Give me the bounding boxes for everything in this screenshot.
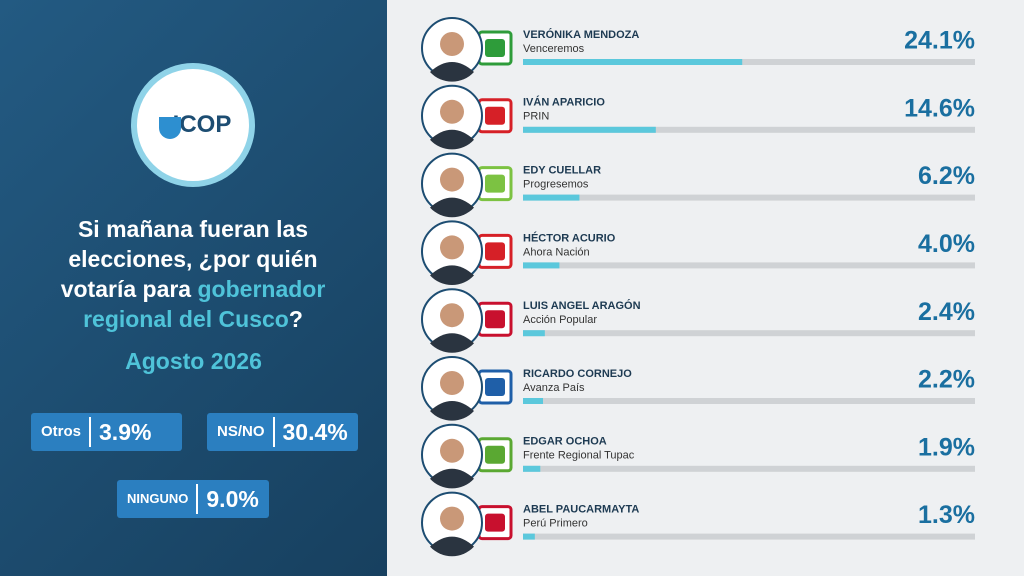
- summary-label: NS/NO: [207, 417, 275, 447]
- party-logo-mark: [485, 106, 505, 125]
- candidate-name: LUIS ANGEL ARAGÓN: [523, 299, 641, 312]
- party-name: Perú Primero: [523, 518, 588, 530]
- candidate-name: VERÓNIKA MENDOZA: [523, 28, 639, 41]
- left-panel: ICOP Si mañana fueran las elecciones, ¿p…: [0, 0, 387, 576]
- candidate-name: RICARDO CORNEJO: [523, 368, 632, 380]
- summary-label: Otros: [31, 417, 92, 447]
- logo: ICOP: [131, 63, 255, 187]
- photo-body: [430, 129, 474, 150]
- photo-body: [430, 401, 474, 421]
- logo-text: ICOP: [172, 111, 232, 138]
- summary-box: NS/NO 30.4%: [207, 413, 358, 451]
- summary-label: NINGUNO: [117, 484, 199, 514]
- summary-value: 3.9%: [99, 418, 152, 445]
- chart: VERÓNIKA MENDOZA Venceremos 24.1% IVÁN APAR…: [421, 17, 975, 557]
- photo-face: [440, 235, 464, 260]
- bar: [523, 126, 656, 133]
- photo-body: [430, 468, 474, 489]
- party-name: Acción Popular: [523, 314, 597, 326]
- value-label: 24.1%: [904, 27, 975, 55]
- bar-track: [523, 533, 975, 540]
- value-label: 1.9%: [918, 433, 975, 461]
- photo-face: [440, 167, 464, 192]
- party-logo-mark: [485, 39, 505, 57]
- candidate-name: EDY CUELLAR: [523, 165, 601, 177]
- photo-face: [440, 303, 464, 328]
- value-label: 1.3%: [918, 501, 975, 529]
- question-text: Si mañana fueran las elecciones, ¿por qu…: [60, 216, 318, 302]
- photo-face: [440, 506, 464, 531]
- date: Agosto 2026: [125, 348, 262, 374]
- summary-value: 9.0%: [206, 485, 259, 512]
- party-name: Progresemos: [523, 179, 589, 191]
- bar: [523, 533, 535, 540]
- photo-face: [440, 438, 464, 463]
- question-highlight: gobernador regional del Cusco: [83, 276, 326, 332]
- party-logo-mark: [485, 242, 505, 261]
- candidate-name: HÉCTOR ACURIO: [523, 231, 616, 244]
- summary-box: NINGUNO 9.0%: [117, 480, 269, 518]
- bar-track: [523, 398, 975, 404]
- value-label: 2.4%: [918, 298, 975, 326]
- bar: [523, 59, 743, 65]
- bar: [523, 330, 545, 337]
- value-label: 4.0%: [918, 230, 975, 258]
- bar: [523, 194, 580, 201]
- value-label: 14.6%: [904, 94, 975, 122]
- photo-body: [430, 197, 474, 218]
- party-logo-mark: [485, 378, 505, 396]
- value-label: 2.2%: [918, 366, 975, 394]
- party-logo-mark: [485, 174, 505, 193]
- party-logo-mark: [485, 445, 505, 464]
- bar-track: [523, 194, 975, 201]
- party-logo-mark: [485, 310, 505, 329]
- photo-body: [430, 265, 474, 286]
- bar-track: [523, 465, 975, 472]
- value-label: 6.2%: [918, 162, 975, 190]
- photo-body: [430, 536, 474, 557]
- summary-value: 30.4%: [282, 418, 348, 445]
- question-text: ?: [288, 306, 303, 332]
- party-name: Frente Regional Tupac: [523, 450, 635, 462]
- party-name: Avanza País: [523, 382, 585, 394]
- bar-track: [523, 330, 975, 337]
- question: Si mañana fueran las elecciones, ¿por qu…: [28, 214, 358, 334]
- summary-box: Otros 3.9%: [31, 413, 182, 451]
- photo-face: [440, 32, 464, 56]
- candidate-name: ABEL PAUCARMAYTA: [523, 504, 639, 516]
- party-name: Venceremos: [523, 43, 585, 55]
- bar: [523, 465, 541, 472]
- party-name: Ahora Nación: [523, 246, 590, 258]
- candidate-name: IVÁN APARICIO: [523, 96, 605, 109]
- party-name: PRIN: [523, 111, 549, 123]
- photo-body: [430, 62, 474, 82]
- photo-face: [440, 371, 464, 395]
- candidate-name: EDGAR OCHOA: [523, 436, 607, 448]
- bar-track: [523, 262, 975, 269]
- photo-body: [430, 333, 474, 353]
- party-logo-mark: [485, 513, 505, 532]
- bar-track: [523, 126, 975, 133]
- bar: [523, 262, 560, 269]
- bar: [523, 398, 544, 404]
- photo-face: [440, 99, 464, 124]
- bar-track: [523, 59, 975, 65]
